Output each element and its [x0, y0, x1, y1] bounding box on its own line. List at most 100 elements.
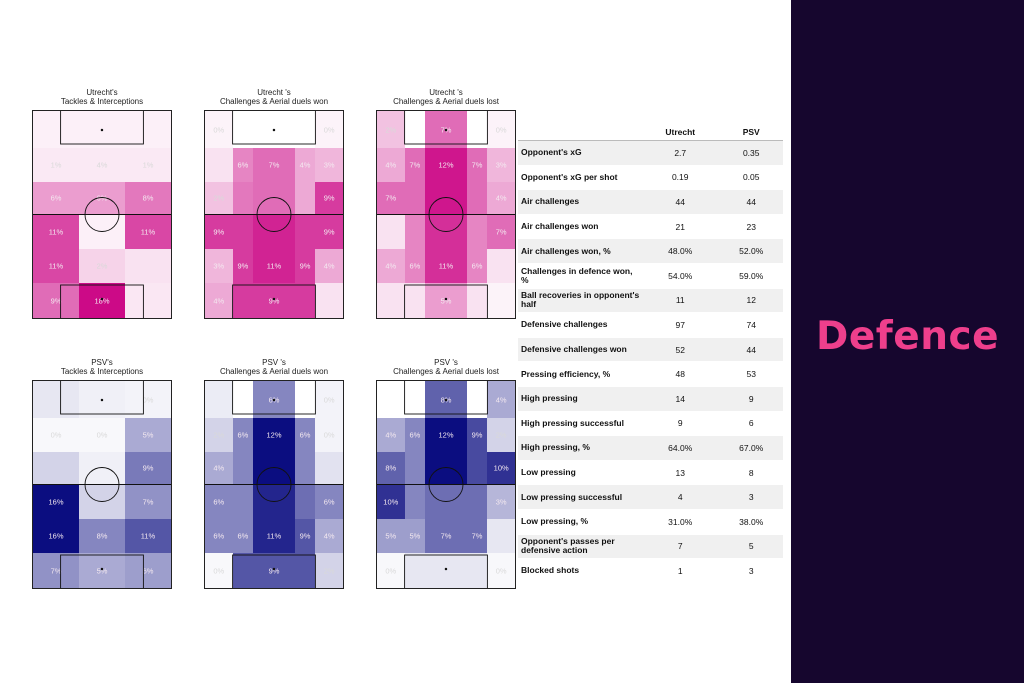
heatmap-cell — [205, 214, 234, 250]
heatmap-cell — [315, 484, 343, 520]
stats-utrecht-value: 2.7 — [641, 140, 720, 166]
heatmap-cell — [253, 519, 296, 554]
heatmap-cell — [79, 553, 126, 588]
heatmap-value: 7% — [409, 160, 421, 170]
heatmap-cell — [404, 111, 426, 149]
top-penalty-box — [60, 381, 144, 415]
heatmap-cell — [487, 249, 515, 284]
heatmap-cell — [404, 553, 426, 588]
heatmap-value: 18% — [94, 296, 110, 305]
heatmap-value: 6% — [471, 261, 483, 271]
heatmap-cell — [205, 418, 234, 453]
stats-row: Pressing efficiency, % 48 53 — [518, 361, 783, 387]
heatmap-value: 5% — [96, 566, 108, 575]
heatmap-cell — [466, 214, 488, 250]
heatmap-value: 0% — [142, 395, 154, 404]
heatmap-value: 6% — [237, 531, 249, 541]
heatmap-cell — [466, 381, 488, 419]
heatmap-cell — [125, 111, 171, 149]
heatmap-cell — [425, 148, 468, 183]
heatmap-cell — [404, 452, 426, 485]
heatmap-cell — [315, 182, 343, 215]
heatmap-cell — [377, 214, 406, 250]
brand-sidebar: Defence — [791, 0, 1024, 683]
heatmap-cell — [377, 553, 406, 588]
heatmap-value: 2% — [213, 430, 225, 440]
heatmap-cell — [294, 553, 316, 588]
heatmap-cell — [377, 148, 406, 183]
heatmap-value: 9% — [213, 227, 225, 236]
stats-label: Defensive challenges — [518, 312, 641, 338]
heatmap-value: 3% — [323, 160, 335, 170]
panel-title: PSV's Tackles & Interceptions — [60, 358, 144, 376]
heatmap-cell — [315, 283, 343, 318]
heatmap-value: 9% — [323, 227, 335, 236]
bottom-penalty-box — [60, 554, 144, 588]
bottom-penalty-spot — [444, 297, 448, 301]
heatmap-cell — [232, 182, 254, 215]
heatmap-value: 9% — [142, 463, 154, 473]
stats-label: Pressing efficiency, % — [518, 361, 641, 387]
stats-psv-value: 0.05 — [719, 165, 783, 191]
heatmap-value: 8% — [96, 531, 108, 541]
stats-utrecht-value: 7 — [641, 534, 720, 560]
heatmap-cell — [466, 283, 488, 318]
bottom-penalty-spot — [444, 567, 448, 571]
top-penalty-spot — [100, 128, 104, 132]
bottom-penalty-spot — [100, 567, 104, 571]
stats-utrecht-value: 64.0% — [641, 435, 720, 461]
heatmap-cell — [125, 182, 171, 215]
pitch-lines — [33, 111, 171, 318]
heatmap-value: 7% — [268, 160, 280, 170]
stats-psv-value: 53 — [719, 361, 783, 387]
heatmap-cell — [33, 452, 80, 485]
heatmap-cell — [205, 148, 234, 183]
top-penalty-box — [232, 381, 316, 415]
heatmap-cell — [466, 452, 488, 485]
stats-psv-value: 8 — [719, 460, 783, 486]
heatmap-cell — [425, 452, 468, 485]
heatmap-cell — [294, 148, 316, 183]
stats-header-label — [518, 124, 641, 141]
pitch-lines — [377, 111, 515, 318]
heatmap-value: 4% — [495, 193, 507, 203]
stats-psv-value: 44 — [719, 189, 783, 215]
heatmap-cell — [294, 182, 316, 215]
pitch-lines — [33, 381, 171, 588]
heatmap-value: 2% — [96, 261, 108, 271]
stats-psv-value: 59.0% — [719, 263, 783, 289]
bottom-penalty-box — [404, 284, 488, 318]
heatmap-cell — [466, 148, 488, 183]
stats-label: Challenges in defence won, % — [518, 263, 641, 289]
heatmap-cell — [253, 553, 296, 588]
heatmap-value: 6% — [237, 160, 249, 170]
heatmap-value: 3% — [213, 261, 225, 271]
heatmap-cell — [125, 148, 171, 183]
heatmap-cell — [232, 249, 254, 284]
pitch-heatmap: 0% 0% 0% 5% 9% 16% 7% 16% 8% 11% 7% 5% 6% — [32, 380, 172, 589]
heatmap-value: 9% — [50, 296, 62, 305]
heatmap-value: 4% — [213, 463, 225, 473]
heatmap-value: 16% — [48, 531, 64, 541]
stats-psv-value: 3 — [719, 484, 783, 510]
heatmap-cell — [466, 418, 488, 453]
heatmap-value: 0% — [323, 430, 335, 440]
pitch-lines — [377, 381, 515, 588]
heatmap-value: 8% — [385, 463, 397, 473]
stats-psv-value: 67.0% — [719, 435, 783, 461]
stats-row: Opponent's passes per defensive action 7 5 — [518, 534, 783, 560]
heatmap-value: 9% — [268, 296, 280, 305]
bottom-penalty-box — [232, 284, 316, 318]
heatmap-cell — [315, 148, 343, 183]
heatmap-cell — [125, 553, 171, 588]
stats-label: Opponent's passes per defensive action — [518, 534, 641, 560]
heatmap-value: 11% — [140, 531, 156, 541]
heatmap-cell — [425, 249, 468, 284]
heatmap-value: 7% — [50, 566, 62, 575]
heatmap-value: 7% — [385, 193, 397, 203]
heatmap-value: 2% — [213, 193, 225, 203]
top-penalty-box — [404, 111, 488, 145]
heatmap-value: 2% — [495, 430, 507, 440]
heatmap-cell — [425, 283, 468, 318]
heatmap-cell — [377, 111, 406, 149]
